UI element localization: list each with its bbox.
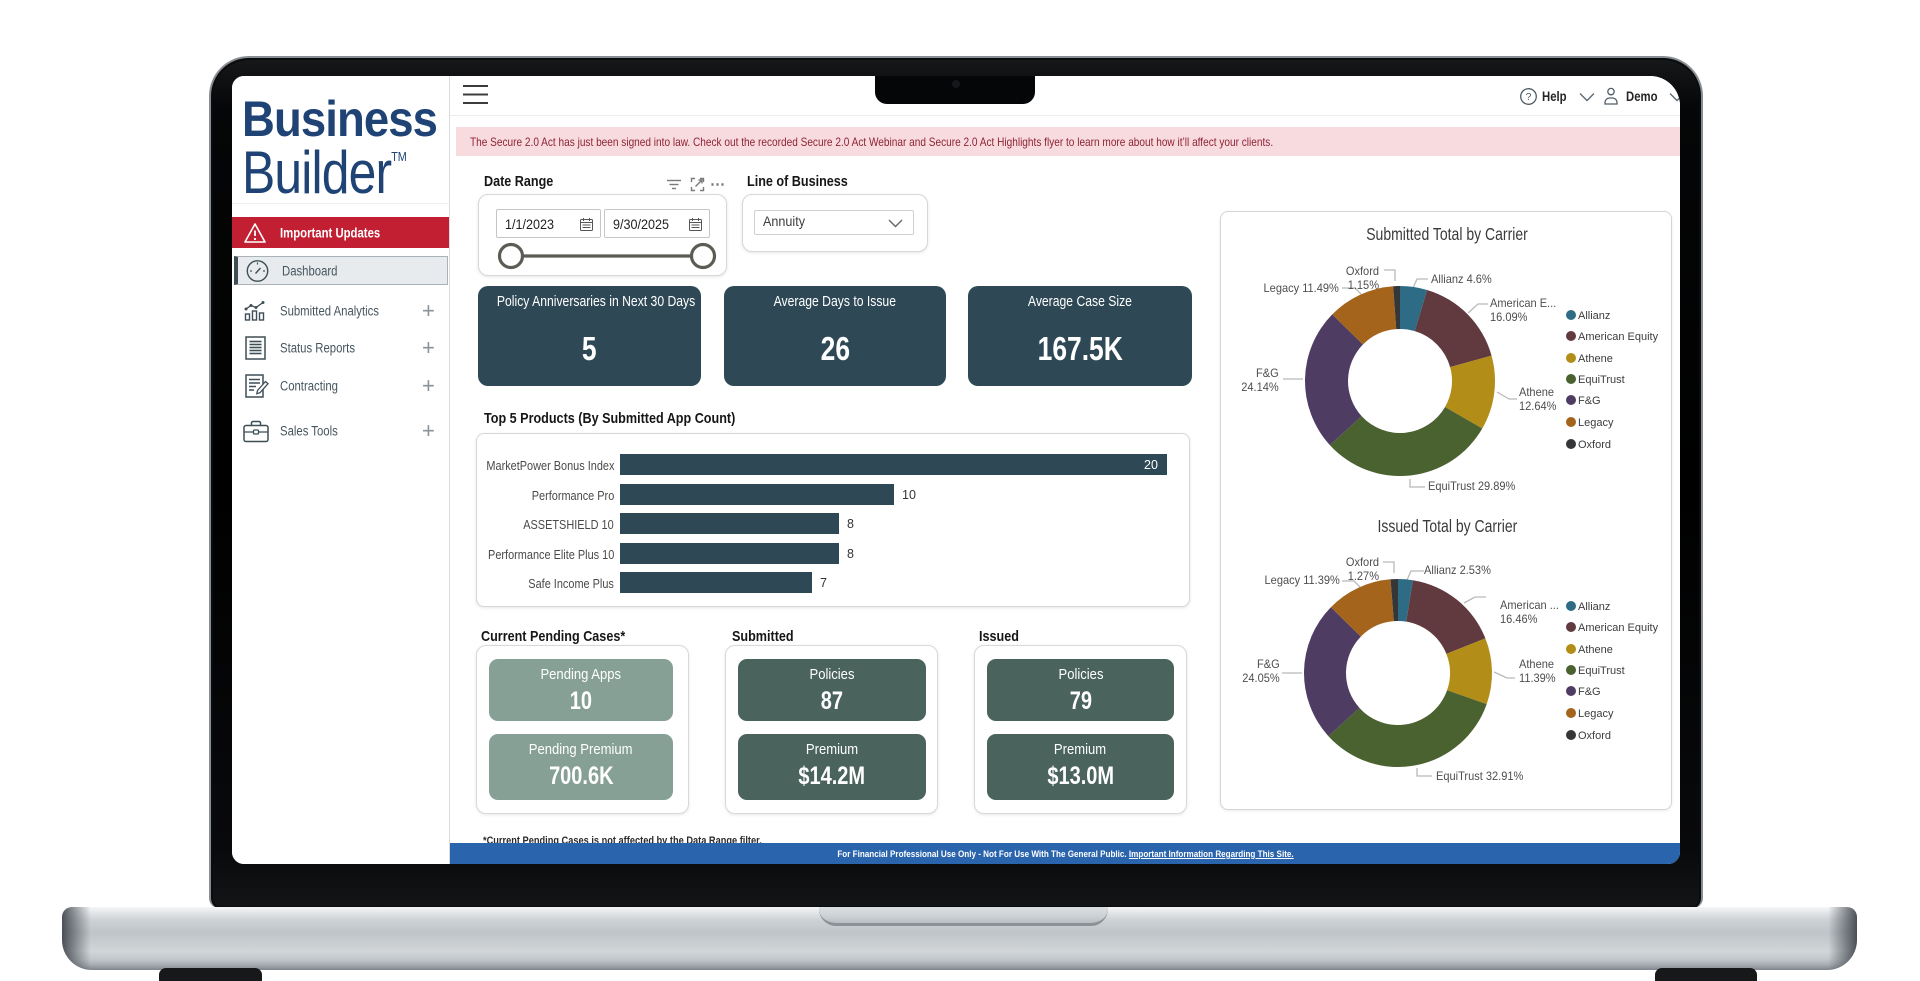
svg-text:?: ? — [1526, 91, 1532, 103]
